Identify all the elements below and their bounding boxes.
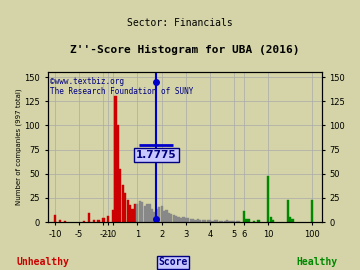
- Bar: [257, 220, 260, 222]
- Bar: [134, 204, 136, 222]
- Bar: [214, 220, 216, 222]
- Bar: [114, 96, 117, 222]
- Bar: [221, 221, 223, 222]
- Bar: [197, 219, 199, 222]
- Bar: [224, 221, 226, 222]
- Bar: [211, 221, 213, 222]
- Bar: [124, 193, 126, 222]
- Bar: [151, 209, 153, 222]
- Bar: [289, 217, 291, 222]
- Bar: [209, 220, 211, 222]
- Bar: [228, 221, 230, 222]
- Text: Healthy: Healthy: [296, 257, 337, 267]
- Title: Z''-Score Histogram for UBA (2016): Z''-Score Histogram for UBA (2016): [70, 45, 300, 55]
- Text: Score: Score: [158, 257, 188, 267]
- Bar: [146, 204, 148, 222]
- Bar: [190, 219, 192, 222]
- Bar: [243, 211, 245, 222]
- Bar: [180, 218, 182, 222]
- Bar: [233, 221, 235, 222]
- Bar: [156, 209, 158, 222]
- Bar: [236, 221, 238, 222]
- Bar: [93, 220, 95, 222]
- Bar: [207, 220, 209, 222]
- Text: Unhealthy: Unhealthy: [17, 257, 69, 267]
- Bar: [153, 211, 156, 222]
- Bar: [248, 219, 250, 222]
- Bar: [170, 214, 172, 222]
- Bar: [141, 202, 143, 222]
- Bar: [238, 221, 240, 222]
- Bar: [139, 201, 141, 222]
- Bar: [112, 210, 114, 222]
- Bar: [107, 216, 109, 222]
- Text: Sector: Financials: Sector: Financials: [127, 18, 233, 28]
- Bar: [161, 206, 163, 222]
- Bar: [165, 210, 167, 222]
- Bar: [127, 200, 129, 222]
- Bar: [117, 125, 119, 222]
- Text: The Research Foundation of SUNY: The Research Foundation of SUNY: [50, 87, 194, 96]
- Bar: [64, 221, 66, 222]
- Bar: [253, 221, 255, 222]
- Bar: [136, 204, 139, 222]
- Bar: [194, 220, 197, 222]
- Bar: [292, 219, 294, 222]
- Bar: [173, 215, 175, 222]
- Bar: [158, 207, 160, 222]
- Bar: [182, 217, 185, 222]
- Bar: [175, 216, 177, 222]
- Bar: [102, 218, 104, 222]
- Bar: [185, 218, 187, 222]
- Bar: [168, 214, 170, 222]
- Bar: [272, 220, 274, 222]
- Bar: [287, 200, 289, 222]
- Bar: [226, 220, 228, 222]
- Y-axis label: Number of companies (997 total): Number of companies (997 total): [15, 89, 22, 205]
- Bar: [88, 214, 90, 222]
- Bar: [311, 200, 313, 222]
- Bar: [270, 217, 272, 222]
- Bar: [202, 220, 204, 222]
- Bar: [119, 169, 121, 222]
- Bar: [246, 219, 248, 222]
- Bar: [192, 219, 194, 222]
- Bar: [148, 204, 150, 222]
- Bar: [122, 185, 124, 222]
- Bar: [204, 220, 206, 222]
- Bar: [144, 206, 146, 222]
- Bar: [131, 209, 134, 222]
- Bar: [199, 220, 202, 222]
- Bar: [59, 220, 61, 222]
- Bar: [163, 211, 165, 222]
- Bar: [129, 205, 131, 222]
- Bar: [187, 218, 189, 222]
- Bar: [267, 176, 269, 222]
- Bar: [177, 217, 180, 222]
- Text: 1.7775: 1.7775: [136, 150, 176, 160]
- Bar: [216, 220, 219, 222]
- Bar: [83, 221, 85, 222]
- Bar: [231, 221, 233, 222]
- Bar: [54, 215, 56, 222]
- Text: ©www.textbiz.org: ©www.textbiz.org: [50, 77, 125, 86]
- Bar: [219, 221, 221, 222]
- Bar: [98, 220, 100, 222]
